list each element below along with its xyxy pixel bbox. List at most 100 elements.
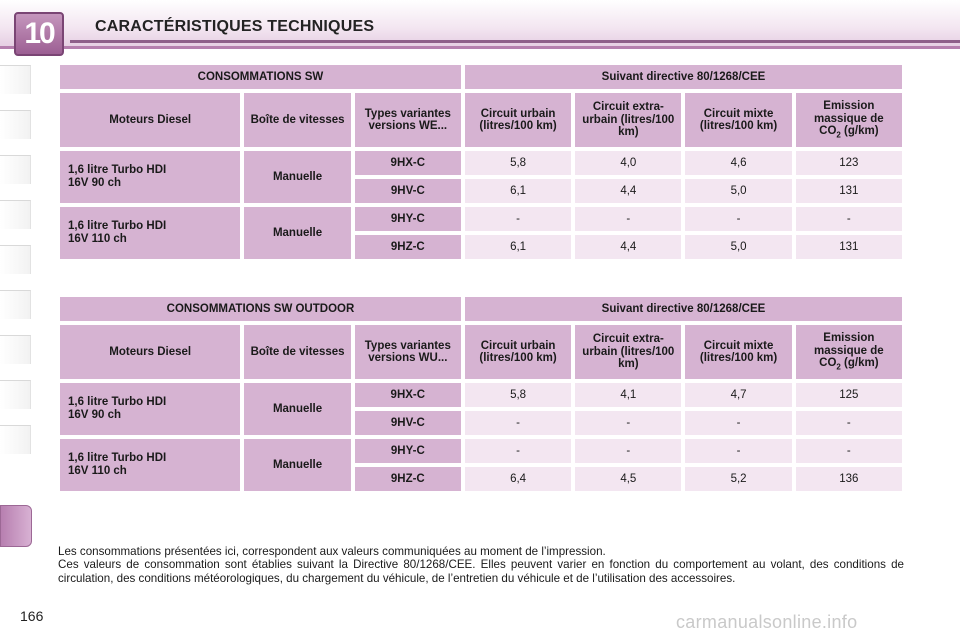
engine-cell: 1,6 litre Turbo HDI 16V 110 ch [60,207,241,259]
urban-value: 6,4 [464,467,572,491]
column-header-gearbox: Boîte de vitesses [244,325,351,379]
mixed-value: 4,7 [685,383,792,407]
extra-urban-value: 4,1 [575,383,682,407]
engine-power: 16V 90 ch [68,177,122,189]
engine-cell: 1,6 litre Turbo HDI 16V 110 ch [60,439,241,491]
column-header-extra-urban: Circuit extra-urbain (litres/100 km) [575,93,682,147]
engine-cell: 1,6 litre Turbo HDI 16V 90 ch [60,151,241,203]
side-tab[interactable] [0,200,31,229]
side-tab[interactable] [0,110,31,139]
column-header-extra-urban: Circuit extra-urbain (litres/100 km) [575,325,682,379]
page-number: 166 [20,608,44,624]
mixed-value: - [685,439,792,463]
engine-name: 1,6 litre Turbo HDI [68,220,167,233]
co2-value: 136 [795,467,902,491]
co2-value: 125 [795,383,902,407]
table-row: 9HV-C 6,1 4,4 5,0 131 [60,179,902,203]
co2-value: - [795,411,902,435]
variant-code: 9HX-C [354,383,461,407]
column-header-co2: Emission massique de CO2 (g/km) [795,325,902,379]
engine-power: 16V 110 ch [68,465,127,477]
directive-label: Suivant directive 80/1268/CEE [464,297,902,321]
column-header-gearbox: Boîte de vitesses [244,93,351,147]
gearbox-cell: Manuelle [244,207,351,259]
column-header-variants: Types variantes versions WU... [354,325,461,379]
urban-value: - [464,439,572,463]
footnote: Les consommations présentées ici, corres… [58,545,904,585]
mixed-value: - [685,207,792,231]
gearbox-cell: Manuelle [244,439,351,491]
variant-code: 9HZ-C [354,235,461,259]
column-header-variants: Types variantes versions WE... [354,93,461,147]
co2-header-sub: 2 [836,362,841,372]
side-tab[interactable] [0,290,31,319]
chapter-side-tabs [0,65,34,585]
chapter-badge: 10 [14,12,64,56]
gearbox-cell: Manuelle [244,151,351,203]
column-header-engine: Moteurs Diesel [60,325,241,379]
watermark: carmanualsonline.info [676,612,858,632]
page-title: CARACTÉRISTIQUES TECHNIQUES [95,18,375,35]
extra-urban-value: - [575,207,682,231]
side-tab[interactable] [0,335,31,364]
urban-value: 5,8 [464,151,572,175]
table-row: 9HV-C - - - - [60,411,902,435]
variant-code: 9HY-C [354,439,461,463]
urban-value: - [464,207,572,231]
side-tab[interactable] [0,425,31,454]
engine-cell: 1,6 litre Turbo HDI 16V 90 ch [60,383,241,435]
consumption-table-sw-outdoor: CONSOMMATIONS SW OUTDOOR Suivant directi… [56,293,906,495]
co2-value: - [795,439,902,463]
mixed-value: 5,2 [685,467,792,491]
column-header-co2: Emission massique de CO2 (g/km) [795,93,902,147]
footnote-line1: Les consommations présentées ici, corres… [58,545,606,558]
side-tab[interactable] [0,65,31,94]
variant-code: 9HV-C [354,179,461,203]
co2-header-unit: (g/km) [840,124,879,137]
extra-urban-value: 4,4 [575,179,682,203]
column-header-engine: Moteurs Diesel [60,93,241,147]
co2-header-unit: (g/km) [840,356,879,369]
engine-name: 1,6 litre Turbo HDI [68,396,167,409]
urban-value: 6,1 [464,179,572,203]
table-title: CONSOMMATIONS SW OUTDOOR [60,297,461,321]
directive-label: Suivant directive 80/1268/CEE [464,65,902,89]
column-header-urban: Circuit urbain (litres/100 km) [464,325,572,379]
urban-value: 6,1 [464,235,572,259]
table-row: 1,6 litre Turbo HDI 16V 110 ch Manuelle … [60,207,902,259]
urban-value: - [464,411,572,435]
column-header-urban: Circuit urbain (litres/100 km) [464,93,572,147]
mixed-value: 5,0 [685,235,792,259]
table-title: CONSOMMATIONS SW [60,65,461,89]
side-tab-active[interactable] [0,505,32,547]
co2-header-sub: 2 [836,130,841,140]
co2-value: 131 [795,179,902,203]
side-tab[interactable] [0,380,31,409]
variant-code: 9HY-C [354,207,461,231]
extra-urban-value: - [575,411,682,435]
co2-header-co: CO [819,124,837,137]
mixed-value: 4,6 [685,151,792,175]
engine-name: 1,6 litre Turbo HDI [68,452,167,465]
variant-code: 9HV-C [354,411,461,435]
co2-header-line1: Emission massique de [814,332,884,357]
extra-urban-value: - [575,439,682,463]
side-tab[interactable] [0,155,31,184]
header-rule [70,40,960,43]
extra-urban-value: 4,0 [575,151,682,175]
table-row: 9HZ-C 6,4 4,5 5,2 136 [60,467,902,491]
table-row: 1,6 litre Turbo HDI 16V 90 ch Manuelle 9… [60,383,902,435]
table-row: 9HZ-C 6,1 4,4 5,0 131 [60,235,902,259]
variant-code: 9HX-C [354,151,461,175]
engine-power: 16V 110 ch [68,233,127,245]
engine-power: 16V 90 ch [68,409,122,421]
column-header-mixed: Circuit mixte (litres/100 km) [685,93,792,147]
table-row: 1,6 litre Turbo HDI 16V 110 ch Manuelle … [60,439,902,491]
column-header-mixed: Circuit mixte (litres/100 km) [685,325,792,379]
variant-code: 9HZ-C [354,467,461,491]
consumption-table-sw: CONSOMMATIONS SW Suivant directive 80/12… [56,61,906,263]
co2-header-line1: Emission massique de [814,100,884,125]
gearbox-cell: Manuelle [244,383,351,435]
footnote-line2: Ces valeurs de consommation sont établie… [58,558,904,585]
side-tab[interactable] [0,245,31,274]
